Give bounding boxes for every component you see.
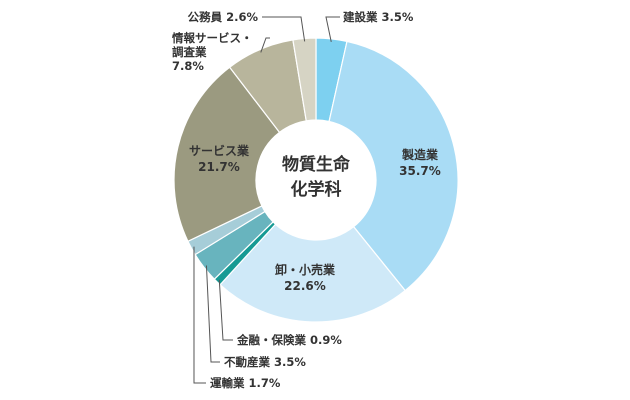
label-construction: 建設業 3.5% xyxy=(343,10,414,24)
donut-slices xyxy=(173,37,459,323)
leader-lines xyxy=(193,16,340,384)
label-services-line: サービス業 xyxy=(189,143,250,158)
slice-labels: 建設業 3.5% 製造業 35.7% 卸・小売業 22.6% 金融・保険業 0.9% 不動産… xyxy=(171,10,441,390)
slice-services xyxy=(173,66,281,243)
label-real-estate-line: 不動産業 3.5% xyxy=(224,355,306,369)
slice-wholesale-retail xyxy=(219,223,406,323)
leader-finance-insurance xyxy=(218,279,233,341)
label-info-services-line: 7.8% xyxy=(172,59,204,73)
label-manufacturing: 製造業 35.7% xyxy=(399,147,441,178)
label-info-services-line: 情報サービス・ xyxy=(171,31,253,45)
label-finance-insurance: 金融・保険業 0.9% xyxy=(236,333,342,347)
label-wholesale-retail-line: 22.6% xyxy=(284,279,326,293)
label-wholesale-retail-line: 卸・小売業 xyxy=(275,262,336,277)
label-public-servant-line: 公務員 2.6% xyxy=(188,10,259,24)
label-manufacturing-line: 製造業 xyxy=(401,147,439,162)
label-services: サービス業 21.7% xyxy=(189,143,250,174)
leader-transport xyxy=(193,246,206,384)
slice-manufacturing xyxy=(328,40,459,292)
label-wholesale-retail: 卸・小売業 22.6% xyxy=(275,262,336,293)
label-info-services-line: 調査業 xyxy=(172,45,207,59)
label-manufacturing-line: 35.7% xyxy=(399,164,441,178)
leader-info-services xyxy=(260,37,270,53)
label-transport-line: 運輸業 1.7% xyxy=(210,376,281,390)
label-construction-line: 建設業 3.5% xyxy=(343,10,414,24)
leader-real-estate xyxy=(205,265,220,363)
label-public-servant: 公務員 2.6% xyxy=(188,10,259,24)
leader-construction xyxy=(325,16,340,42)
label-services-line: 21.7% xyxy=(198,160,240,174)
label-real-estate: 不動産業 3.5% xyxy=(224,355,306,369)
label-finance-insurance-line: 金融・保険業 0.9% xyxy=(236,333,342,347)
label-info-services: 情報サービス・調査業 7.8% xyxy=(171,31,253,73)
chart-title-line-2: 化学科 xyxy=(291,179,342,200)
label-transport: 運輸業 1.7% xyxy=(210,376,281,390)
chart-title-line-1: 物質生命 xyxy=(282,154,351,175)
slice-public-servant xyxy=(292,37,317,122)
leader-public-servant xyxy=(262,16,306,42)
